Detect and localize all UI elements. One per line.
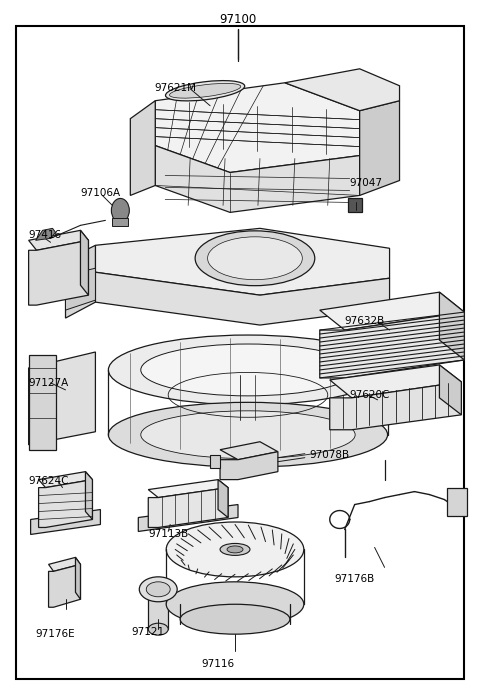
Polygon shape — [38, 480, 93, 528]
Text: 97100: 97100 — [219, 13, 257, 26]
Polygon shape — [148, 488, 228, 528]
Ellipse shape — [139, 577, 177, 602]
Polygon shape — [31, 509, 100, 534]
Ellipse shape — [207, 237, 302, 279]
Ellipse shape — [146, 582, 170, 597]
Ellipse shape — [141, 344, 355, 396]
Polygon shape — [81, 230, 88, 295]
Ellipse shape — [180, 604, 290, 634]
Polygon shape — [155, 83, 360, 172]
Polygon shape — [36, 229, 56, 240]
Ellipse shape — [111, 199, 129, 222]
Text: 97116: 97116 — [202, 659, 235, 669]
Polygon shape — [48, 557, 81, 571]
Bar — [112, 218, 128, 227]
Ellipse shape — [166, 81, 245, 101]
Polygon shape — [330, 365, 461, 398]
Polygon shape — [48, 564, 81, 607]
Ellipse shape — [148, 623, 168, 635]
Text: 97632B: 97632B — [345, 316, 385, 326]
Polygon shape — [360, 101, 399, 195]
Text: 97620C: 97620C — [350, 390, 390, 400]
Polygon shape — [29, 352, 96, 445]
Ellipse shape — [166, 582, 304, 627]
Polygon shape — [439, 365, 461, 415]
Polygon shape — [130, 101, 155, 195]
Polygon shape — [155, 145, 360, 213]
Text: 97121: 97121 — [132, 627, 165, 637]
Polygon shape — [220, 452, 278, 480]
Text: 97416: 97416 — [29, 230, 62, 240]
Text: 97176B: 97176B — [335, 574, 375, 584]
Text: 97127A: 97127A — [29, 378, 69, 388]
Text: 97176E: 97176E — [36, 629, 75, 639]
Polygon shape — [220, 442, 278, 459]
Polygon shape — [285, 69, 399, 111]
Ellipse shape — [108, 402, 387, 467]
Polygon shape — [148, 480, 228, 498]
Polygon shape — [85, 472, 93, 519]
Polygon shape — [65, 268, 96, 310]
Ellipse shape — [141, 411, 355, 459]
Polygon shape — [96, 272, 390, 325]
Polygon shape — [148, 589, 168, 629]
Ellipse shape — [108, 335, 387, 404]
Polygon shape — [210, 455, 220, 468]
Polygon shape — [65, 245, 96, 318]
Polygon shape — [218, 480, 228, 518]
Text: 97078B: 97078B — [310, 450, 350, 459]
Polygon shape — [439, 292, 464, 360]
Bar — [348, 199, 361, 213]
Text: 97047: 97047 — [350, 179, 383, 188]
Polygon shape — [38, 472, 93, 488]
Ellipse shape — [220, 543, 250, 555]
Bar — [447, 488, 468, 516]
Polygon shape — [330, 382, 461, 430]
Polygon shape — [96, 229, 390, 295]
Ellipse shape — [166, 522, 304, 577]
Polygon shape — [138, 505, 238, 532]
Ellipse shape — [169, 83, 241, 98]
Polygon shape — [29, 230, 88, 250]
Polygon shape — [75, 557, 81, 599]
Polygon shape — [320, 292, 464, 330]
Text: 97621M: 97621M — [154, 83, 196, 92]
Polygon shape — [29, 355, 56, 450]
Ellipse shape — [195, 231, 315, 286]
Text: 97624C: 97624C — [29, 475, 69, 486]
Polygon shape — [29, 240, 88, 305]
Ellipse shape — [227, 546, 243, 553]
Text: 97106A: 97106A — [81, 188, 120, 199]
Polygon shape — [320, 312, 464, 378]
Text: 97113B: 97113B — [148, 530, 189, 539]
